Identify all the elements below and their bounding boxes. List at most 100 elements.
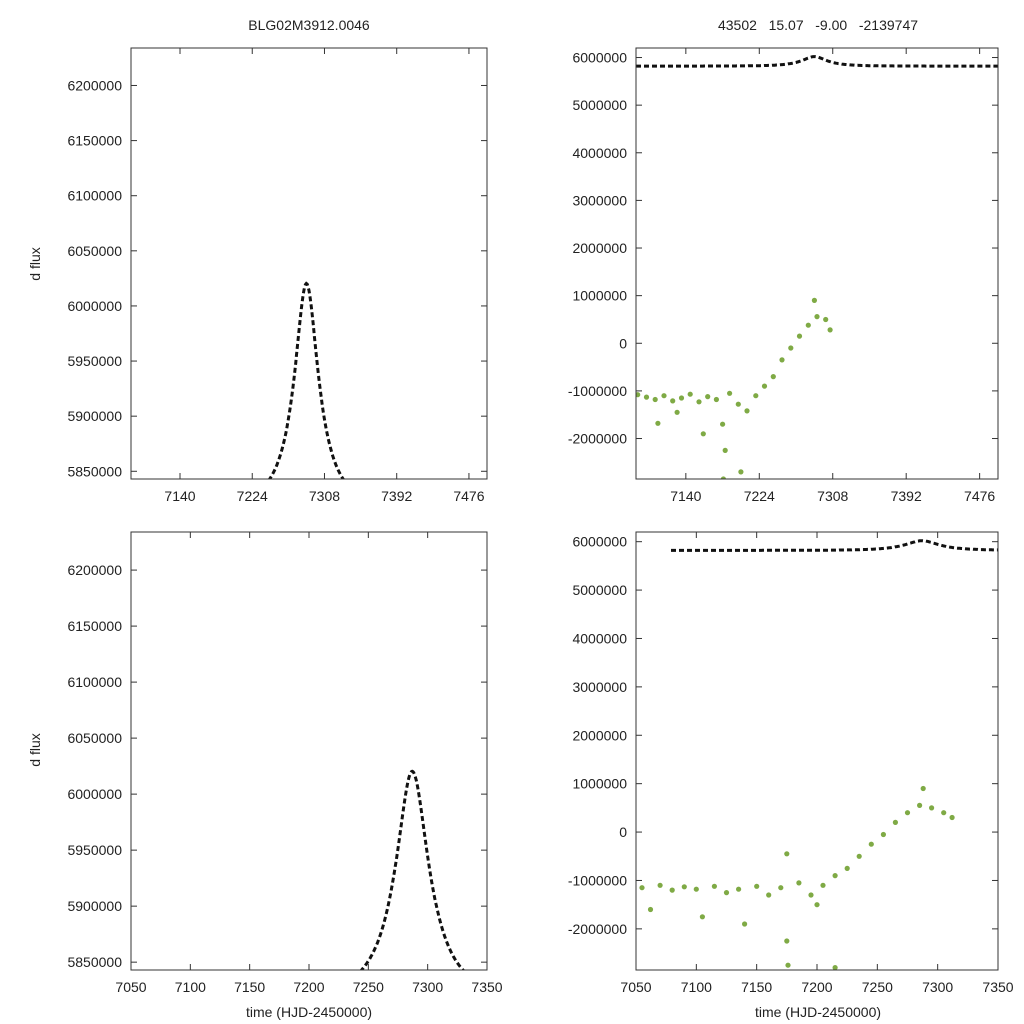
x-tick-label: 7050 xyxy=(115,979,146,995)
plot-area xyxy=(639,539,998,970)
x-tick-label: 7250 xyxy=(862,979,893,995)
data-point xyxy=(823,316,829,323)
data-point xyxy=(856,853,862,859)
x-tick-label: 7100 xyxy=(681,979,712,995)
y-tick-label: 6100000 xyxy=(67,188,122,204)
x-tick-label: 7300 xyxy=(412,979,443,995)
y-tick-label: 6100000 xyxy=(67,674,122,690)
plot-area xyxy=(267,281,345,479)
data-point xyxy=(661,393,667,399)
y-tick-label: 3000000 xyxy=(572,192,627,208)
data-point xyxy=(770,374,776,380)
y-tick-label: 5900000 xyxy=(67,898,122,914)
figure-title-left: BLG02M3912.0046 xyxy=(248,17,370,33)
x-tick-label: 7150 xyxy=(234,979,265,995)
data-point xyxy=(796,880,802,886)
y-tick-label: -1000000 xyxy=(568,383,627,399)
x-tick-label: 7140 xyxy=(164,488,195,504)
x-tick-label: 7224 xyxy=(744,488,775,504)
data-point xyxy=(832,873,838,879)
data-point xyxy=(753,393,759,399)
plot-frame xyxy=(635,47,999,480)
y-tick-label: 6050000 xyxy=(67,730,122,746)
data-point xyxy=(929,805,935,811)
data-point xyxy=(720,421,726,427)
y-tick-label: 5000000 xyxy=(572,97,627,113)
data-point xyxy=(820,882,826,888)
y-tick-label: 6000000 xyxy=(572,534,627,550)
y-tick-label: 4000000 xyxy=(572,630,627,646)
data-point xyxy=(827,327,833,333)
data-point xyxy=(788,345,794,351)
panel-bottom-right: 7050 7100 7150 7200 7250 7300 7350 -2000000 -100… xyxy=(568,531,1014,995)
x-tick-label: 7476 xyxy=(964,488,995,504)
y-tick-label: 6200000 xyxy=(67,77,122,93)
y-tick-label: 6200000 xyxy=(67,562,122,578)
y-tick-label: 0 xyxy=(619,824,627,840)
data-point xyxy=(647,906,654,913)
data-point xyxy=(723,890,730,896)
data-point xyxy=(687,391,693,397)
y-tick-label: 2000000 xyxy=(572,727,627,743)
x-axis-title-right: time (HJD-2450000) xyxy=(755,1004,881,1020)
data-point xyxy=(720,476,726,479)
plot-area xyxy=(359,769,465,970)
y-tick-label: -2000000 xyxy=(568,921,627,937)
y-tick-label: 6000000 xyxy=(572,50,627,66)
data-point xyxy=(784,851,790,857)
data-point xyxy=(636,392,641,398)
y-axis-title-bottom: d flux xyxy=(27,733,43,766)
data-point xyxy=(785,962,791,968)
y-tick-label: 0 xyxy=(619,335,627,351)
data-point xyxy=(754,883,760,889)
data-point xyxy=(814,314,820,320)
data-point xyxy=(917,802,923,809)
x-tick-label: 7392 xyxy=(381,488,412,504)
data-point xyxy=(669,887,675,893)
y-tick-label: 6000000 xyxy=(67,298,122,314)
data-point xyxy=(844,865,850,872)
data-point xyxy=(738,469,744,475)
y-tick-label: 3000000 xyxy=(572,679,627,695)
y-tick-label: 4000000 xyxy=(572,145,627,161)
x-tick-label: 7200 xyxy=(293,979,324,995)
x-tick-label: 7392 xyxy=(891,488,922,504)
data-point xyxy=(805,322,811,328)
data-point xyxy=(693,886,699,892)
model-curve xyxy=(671,539,998,552)
data-point xyxy=(744,408,750,414)
data-point xyxy=(811,297,818,303)
model-curve xyxy=(267,281,345,479)
data-point xyxy=(941,810,947,816)
y-tick-label: 5950000 xyxy=(67,842,122,858)
x-tick-label: 7224 xyxy=(237,488,268,504)
y-tick-label: 5950000 xyxy=(67,353,122,369)
data-point xyxy=(700,431,706,437)
data-point xyxy=(761,383,768,389)
data-point xyxy=(796,333,803,339)
data-point xyxy=(892,819,899,826)
x-tick-label: 7308 xyxy=(817,488,848,504)
data-point xyxy=(655,420,661,426)
panel-top-left: 7140 7224 7308 7392 7476 5850000 5900000 595000… xyxy=(67,47,488,504)
x-tick-label: 7200 xyxy=(801,979,832,995)
data-point xyxy=(705,394,711,400)
data-point xyxy=(696,399,702,405)
y-tick-label: -2000000 xyxy=(568,431,627,447)
y-tick-label: 5900000 xyxy=(67,408,122,424)
y-tick-label: 1000000 xyxy=(572,776,627,792)
data-point xyxy=(949,814,955,821)
data-point xyxy=(778,885,784,891)
data-point xyxy=(678,395,685,401)
panel-top-right: 7140 7224 7308 7392 7476 -2000000 -1000000 0 100… xyxy=(568,47,999,504)
x-tick-label: 7050 xyxy=(620,979,651,995)
data-point xyxy=(880,831,887,838)
figure-title-right: 43502 15.07 -9.00 -2139747 xyxy=(718,17,918,33)
y-tick-label: 5850000 xyxy=(67,463,122,479)
x-tick-label: 7476 xyxy=(453,488,484,504)
model-curve xyxy=(636,55,998,68)
x-tick-label: 7150 xyxy=(741,979,772,995)
data-point xyxy=(735,401,741,407)
data-point xyxy=(699,914,706,920)
data-point xyxy=(713,396,720,403)
